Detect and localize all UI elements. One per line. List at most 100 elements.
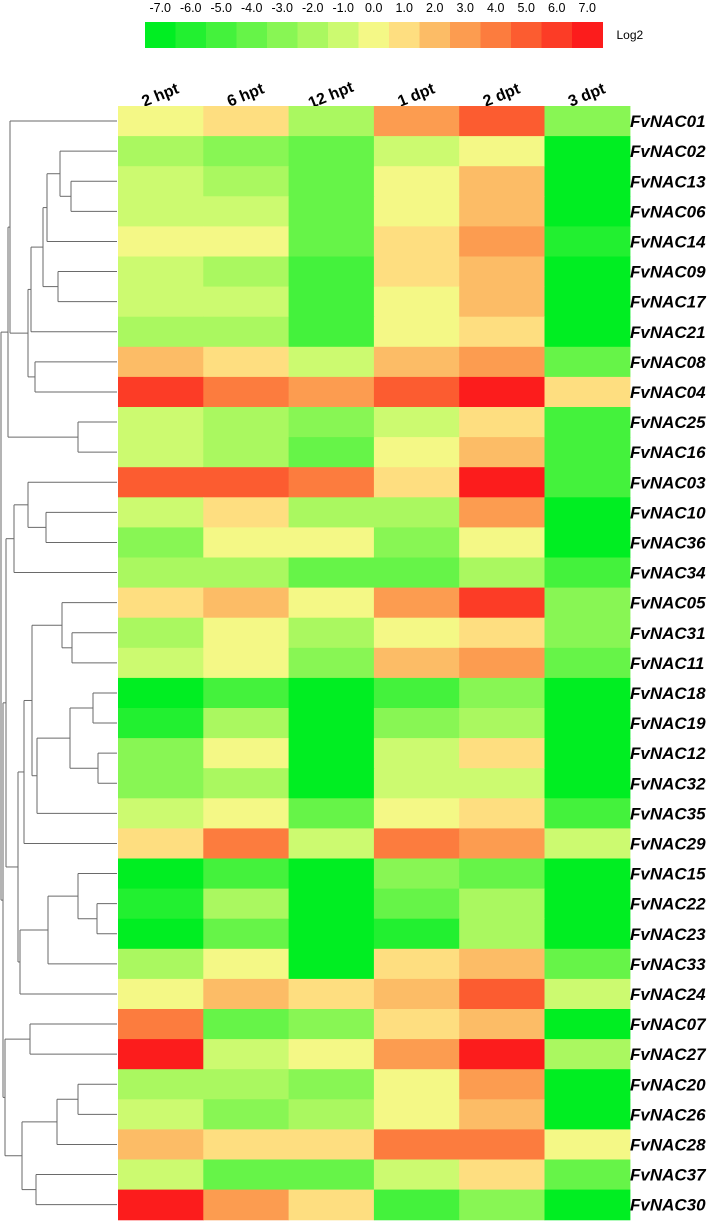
scale-tick-label: -2.0: [302, 1, 324, 15]
heatmap-cell: [288, 1159, 375, 1191]
heatmap-cell: [288, 136, 375, 167]
heatmap-cell: [373, 407, 460, 438]
heatmap-cell: [203, 647, 290, 679]
heatmap-cell: [544, 858, 631, 890]
heatmap-cell: [203, 948, 290, 980]
row-label: FvNAC03: [630, 473, 706, 492]
heatmap-cell: [459, 768, 546, 799]
heatmap-cell: [288, 948, 375, 980]
row-dendrogram: [0, 120, 117, 1206]
heatmap-cell: [288, 316, 375, 348]
heatmap-cell: [373, 346, 460, 378]
heatmap-cell: [288, 407, 375, 438]
row-label: FvNAC27: [630, 1045, 707, 1064]
heatmap-cell: [544, 527, 631, 559]
heatmap-cell: [118, 376, 204, 408]
heatmap-cell: [288, 106, 375, 137]
heatmap-cell: [459, 467, 546, 498]
heatmap-cell: [203, 226, 290, 258]
row-label: FvNAC31: [630, 624, 706, 643]
heatmap-cell: [544, 196, 631, 227]
row-label: FvNAC19: [630, 714, 706, 733]
heatmap-cell: [459, 196, 546, 227]
heatmap-cell: [459, 617, 546, 649]
heatmap-cell: [459, 1009, 546, 1040]
row-label: FvNAC14: [630, 232, 706, 251]
scale-swatch: [175, 22, 207, 48]
heatmap-cell: [118, 1129, 204, 1161]
heatmap-cell: [459, 437, 546, 468]
heatmap-cell: [118, 106, 204, 137]
heatmap-cell: [459, 798, 546, 829]
heatmap-cell: [118, 647, 204, 679]
heatmap-cell: [544, 376, 631, 408]
heatmap-cell: [459, 497, 546, 528]
scale-tick-label: 1.0: [396, 1, 413, 15]
heatmap-cell: [544, 1099, 631, 1130]
heatmap-cell: [373, 106, 460, 137]
scale-tick-label: -3.0: [271, 1, 293, 15]
heatmap-cell: [288, 738, 375, 769]
row-label: FvNAC10: [630, 503, 706, 522]
heatmap-cell: [544, 918, 631, 950]
heatmap-cell: [118, 918, 204, 950]
heatmap-cell: [544, 1069, 631, 1100]
heatmap-cell: [288, 346, 375, 378]
heatmap-cell: [544, 106, 631, 137]
heatmap-cell: [373, 166, 460, 197]
heatmap-cell: [459, 166, 546, 197]
scale-tick-label: 6.0: [548, 1, 565, 15]
heatmap-cell: [118, 437, 204, 468]
heatmap-cell: [373, 226, 460, 258]
heatmap-cell: [544, 708, 631, 739]
heatmap-cell: [203, 1069, 290, 1100]
row-labels: FvNAC01 FvNAC02 FvNAC13 FvNAC06 FvNAC14 FvNAC…: [630, 112, 707, 1215]
heatmap-cell: [373, 557, 460, 589]
row-label: FvNAC15: [630, 865, 706, 884]
heatmap-cell: [288, 557, 375, 589]
heatmap-cell: [544, 587, 631, 619]
heatmap-cell: [118, 858, 204, 890]
heatmap-cell: [544, 1159, 631, 1191]
row-label: FvNAC08: [630, 353, 706, 372]
heatmap-cell: [373, 978, 460, 1010]
row-label: FvNAC33: [630, 955, 706, 974]
heatmap-cell: [203, 196, 290, 227]
color-scale-bar: [145, 22, 603, 48]
row-label: FvNAC24: [630, 985, 706, 1004]
heatmap-cell: [373, 948, 460, 980]
heatmap-cell: [203, 1009, 290, 1040]
scale-swatch: [419, 22, 451, 48]
row-label: FvNAC04: [630, 383, 706, 402]
row-label: FvNAC01: [630, 112, 706, 131]
heatmap-cell: [373, 738, 460, 769]
heatmap-cell: [118, 738, 204, 769]
heatmap-cell: [373, 587, 460, 619]
row-label: FvNAC16: [630, 443, 706, 462]
heatmap-cell: [459, 888, 546, 920]
row-label: FvNAC36: [630, 533, 706, 552]
heatmap-cell: [459, 587, 546, 619]
row-label: FvNAC06: [630, 202, 706, 221]
heatmap-cell: [544, 226, 631, 258]
heatmap-cell: [459, 527, 546, 559]
heatmap-cell: [203, 557, 290, 589]
heatmap-cell: [373, 467, 460, 498]
heatmap-cell: [203, 708, 290, 739]
heatmap-cell: [459, 256, 546, 288]
scale-tick-label: 4.0: [487, 1, 504, 15]
heatmap-cell: [203, 677, 290, 709]
heatmap-cell: [544, 647, 631, 679]
heatmap-cell: [373, 1069, 460, 1100]
heatmap-cell: [288, 1099, 375, 1130]
heatmap-cell: [203, 1039, 290, 1070]
heatmap-cell: [459, 136, 546, 167]
row-label: FvNAC20: [630, 1075, 706, 1094]
heatmap-cell: [288, 1009, 375, 1040]
heatmap-cell: [118, 948, 204, 980]
heatmap-cell: [203, 316, 290, 348]
row-label: FvNAC35: [630, 804, 706, 823]
scale-tick-label: -5.0: [210, 1, 232, 15]
heatmap-cell: [288, 166, 375, 197]
